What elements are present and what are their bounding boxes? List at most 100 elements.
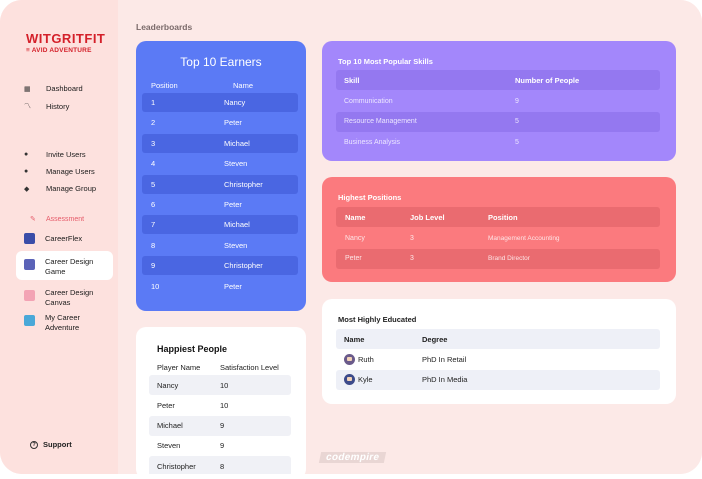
earner-position: 1 [151, 98, 156, 107]
sidebar-item-manage-users[interactable]: ● Manage Users [24, 167, 95, 176]
table-row[interactable]: 2 Peter [142, 113, 298, 132]
skill-count: 9 [515, 97, 519, 105]
table-row[interactable]: 3 Michael [142, 133, 298, 153]
happy-satisfaction: 9 [220, 421, 225, 431]
earner-position: 5 [151, 179, 156, 189]
earner-position: 8 [151, 240, 156, 250]
happy-player-name: Christopher [157, 461, 196, 471]
user-icon: ● [24, 151, 29, 158]
most-educated-header: Name Degree [336, 329, 660, 349]
position-job-level: 3 [410, 255, 414, 262]
table-row[interactable]: Business Analysis 5 [336, 132, 660, 152]
table-row[interactable]: Resource Management 5 [336, 111, 660, 132]
happiest-people-title: Happiest People [157, 344, 228, 354]
sidebar-item-history[interactable]: 〽 History [24, 101, 69, 111]
my-career-adventure-icon [24, 315, 35, 326]
table-row[interactable]: 7 Michael [142, 215, 298, 235]
skill-count: 5 [515, 138, 519, 146]
table-row[interactable]: Nancy 10 [149, 375, 291, 395]
support-link[interactable]: ? Support [30, 440, 72, 449]
earner-position: 7 [151, 220, 156, 230]
table-row[interactable]: 10 Peter [142, 277, 298, 296]
sidebar-item-label: CareerFlex [45, 234, 83, 243]
sidebar-item-dashboard[interactable]: ▦ Dashboard [24, 84, 83, 93]
happy-player-name: Steven [157, 441, 181, 451]
position-title: Management Accounting [488, 234, 560, 242]
educated-person: Ruth [336, 353, 422, 365]
table-row[interactable]: Peter 10 [149, 395, 291, 415]
highest-positions-card: Highest Positions Name Job Level Positio… [322, 177, 676, 282]
sidebar-item-label: History [46, 101, 70, 111]
watermark: codempire [318, 452, 387, 463]
earner-name: Nancy [224, 98, 246, 107]
column-header-name: Name [233, 81, 254, 90]
earner-position: 9 [151, 261, 156, 271]
table-row[interactable]: Ruth PhD In Retail [336, 349, 660, 369]
brand-name: WITGRITFIT [26, 31, 106, 46]
skill-name: Business Analysis [344, 138, 401, 146]
table-row[interactable]: 4 Steven [142, 154, 298, 173]
table-row[interactable]: Steven 9 [149, 436, 291, 456]
position-person-name: Nancy [345, 234, 365, 242]
most-educated-title: Most Highly Educated [338, 315, 417, 324]
sidebar-item-my-career-adventure[interactable]: My Career Adventure [24, 313, 105, 332]
top-earners-title: Top 10 Earners [180, 55, 262, 69]
career-design-game-icon [24, 259, 35, 270]
popular-skills-header: Skill Number of People [336, 70, 660, 90]
earner-position: 10 [151, 281, 160, 291]
table-row[interactable]: 1 Nancy [142, 93, 298, 112]
group-icon: ◆ [24, 185, 30, 193]
table-row[interactable]: Christopher 8 [149, 456, 291, 474]
happiest-people-header: Player Name Satisfaction Level [149, 357, 291, 377]
column-header-player-name: Player Name [157, 362, 201, 372]
avatar-kyle [344, 374, 355, 385]
sidebar-item-career-design-game[interactable]: Career Design Game [24, 257, 105, 276]
history-icon: 〽 [24, 103, 31, 110]
sidebar-item-career-design-canvas[interactable]: Career Design Canvas [24, 288, 105, 307]
happy-satisfaction: 9 [220, 441, 225, 451]
earner-name: Steven [224, 159, 248, 169]
dashboard-icon: ▦ [24, 85, 31, 93]
sidebar-item-label: Career Design Game [45, 257, 94, 276]
column-header-name: Name [345, 212, 366, 222]
column-header-job-level: Job Level [410, 212, 445, 222]
educated-degree: PhD In Media [422, 375, 468, 384]
top-earners-header: Position Name [151, 81, 306, 90]
career-design-canvas-icon [24, 290, 35, 301]
earner-name: Peter [224, 118, 242, 128]
table-row[interactable]: 6 Peter [142, 195, 298, 214]
column-header-skill: Skill [344, 75, 360, 85]
column-header-degree: Degree [422, 334, 448, 344]
happy-player-name: Nancy [157, 380, 179, 390]
table-row[interactable]: Michael 9 [149, 415, 291, 436]
brand-logo[interactable]: WITGRITFIT ≡ AVID ADVENTURE [26, 31, 105, 54]
popular-skills-card: Top 10 Most Popular Skills Skill Number … [322, 41, 676, 161]
table-row[interactable]: Communication 9 [336, 91, 660, 111]
table-row[interactable]: Kyle PhD In Media [336, 369, 660, 390]
sidebar-item-label: Manage Users [46, 167, 95, 176]
column-header-position: Position [488, 212, 518, 222]
sidebar-item-invite-users[interactable]: ● Invite Users [24, 150, 86, 159]
table-row[interactable]: Nancy 3 Management Accounting [336, 228, 660, 248]
sidebar-item-label: Manage Group [46, 184, 97, 193]
user-icon: ● [24, 168, 29, 175]
brand-subtitle: ≡ AVID ADVENTURE [26, 47, 92, 54]
happiest-people-card: Happiest People Player Name Satisfaction… [136, 327, 306, 474]
sidebar-item-careerflex[interactable]: CareerFlex [24, 233, 82, 244]
highest-positions-header: Name Job Level Position [336, 207, 660, 227]
table-row[interactable]: 5 Christopher [142, 174, 298, 194]
table-row[interactable]: 9 Christopher [142, 256, 298, 276]
happy-satisfaction: 10 [220, 400, 229, 410]
table-row[interactable]: Peter 3 Brand Director [336, 248, 660, 269]
happy-player-name: Peter [157, 400, 175, 410]
table-row[interactable]: 8 Steven [142, 236, 298, 255]
section-label-assessment: Assessment [46, 216, 85, 223]
sidebar-item-manage-group[interactable]: ◆ Manage Group [24, 184, 96, 193]
earner-name: Michael [224, 220, 250, 230]
column-header-satisfaction: Satisfaction Level [220, 362, 279, 372]
page-title: Leaderboards [136, 22, 193, 32]
educated-person: Kyle [336, 374, 422, 385]
popular-skills-title: Top 10 Most Popular Skills [338, 57, 433, 66]
top-earners-card: Top 10 Earners Position Name 1 Nancy 2 Pete… [136, 41, 306, 311]
earner-name: Christopher [224, 179, 263, 189]
